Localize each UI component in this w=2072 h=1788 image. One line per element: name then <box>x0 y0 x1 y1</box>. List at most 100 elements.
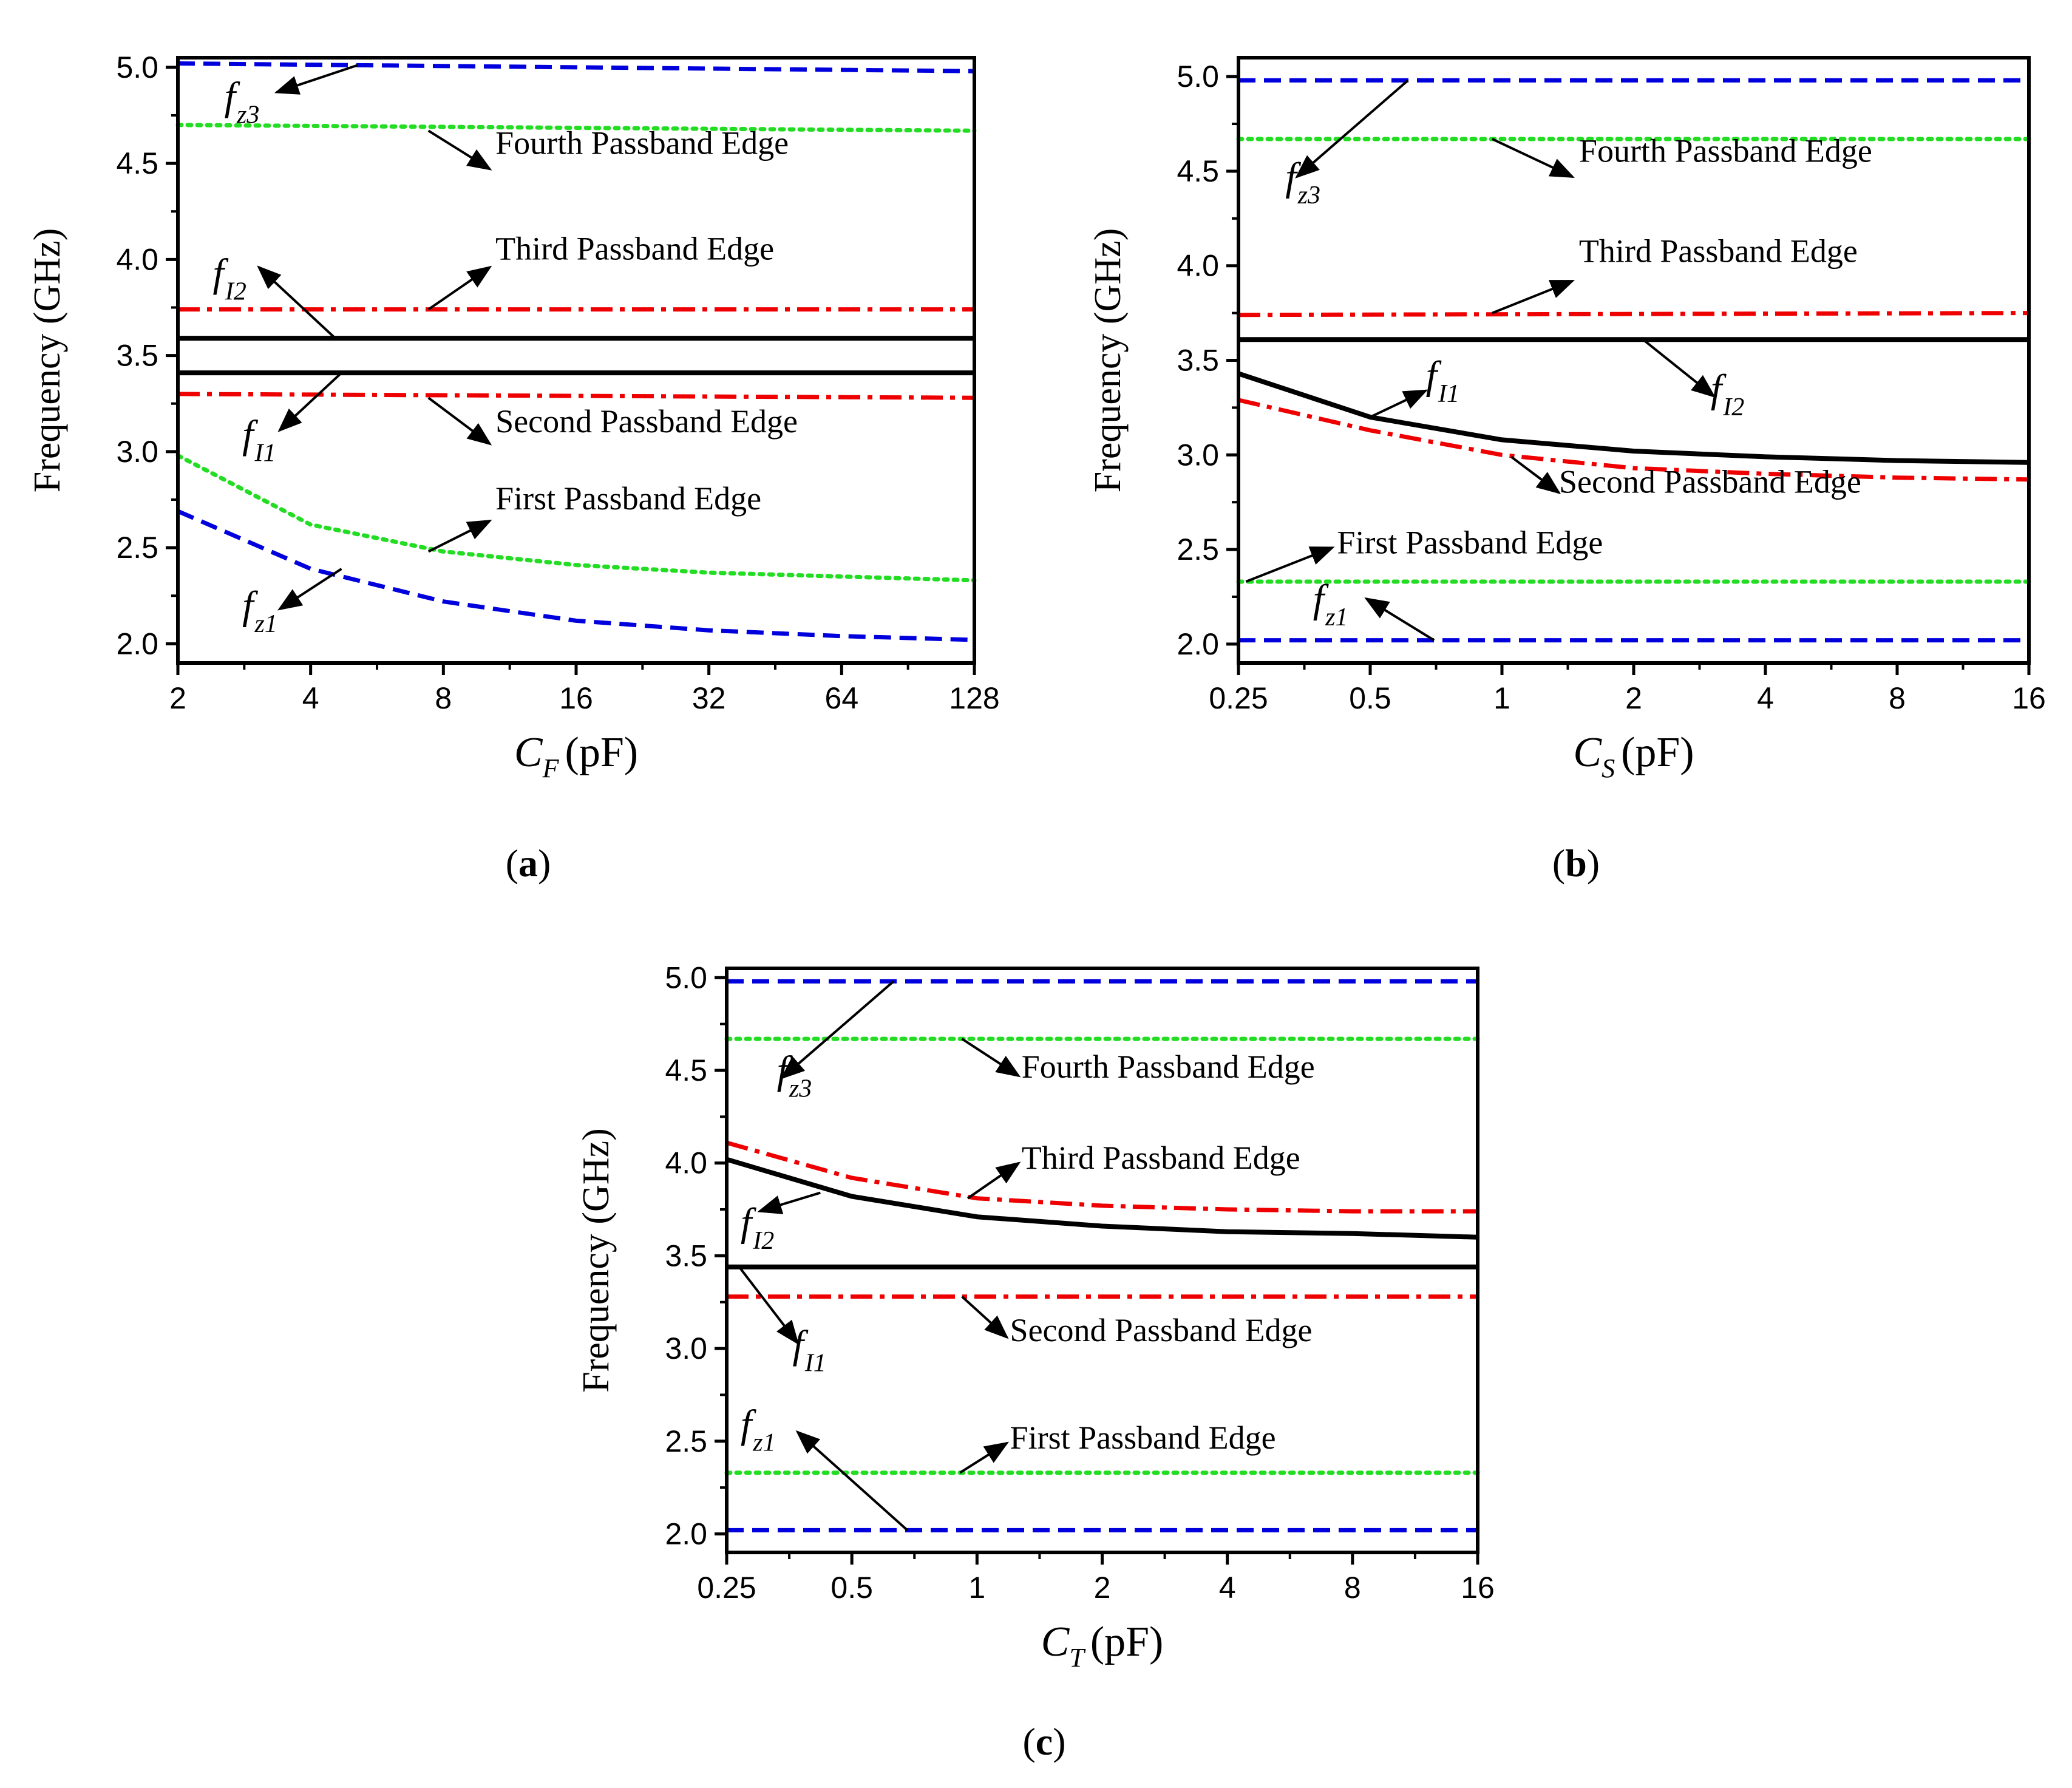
annotation-arrow <box>795 1430 908 1531</box>
x-axis-subscript: F <box>542 753 560 783</box>
y-tick-label: 3.5 <box>1177 344 1219 378</box>
chart-panel-c: 0.25 0.5 1 2 4 8 16 2.0 2.5 3.0 3.5 4.0 4.5 5.0 Freque… <box>576 960 1495 1763</box>
y-tick-label: 2.0 <box>116 627 158 661</box>
panel-label-close: ) <box>1587 841 1600 885</box>
y-tick-label: 4.0 <box>665 1146 707 1180</box>
y-axis-label: Frequency (GHz) <box>1087 228 1129 493</box>
x-axis-label: CS (pF) <box>1573 729 1694 783</box>
x-axis-subscript: T <box>1069 1643 1086 1673</box>
y-tick-label: 3.0 <box>1177 438 1219 472</box>
x-tick-label: 2 <box>169 681 186 715</box>
x-axis-unit: (pF) <box>565 729 639 776</box>
panel-label-letter: b <box>1565 841 1587 885</box>
annotation-arrow <box>961 1296 1009 1339</box>
annotation-symbol: fI1 <box>792 1322 826 1377</box>
x-tick-label: 4 <box>1757 681 1774 715</box>
panel-label: (a) <box>506 841 551 885</box>
x-axis-subscript: S <box>1602 753 1615 783</box>
y-axis-label: Frequency (GHz) <box>576 1128 617 1393</box>
x-axis-symbol: C <box>1041 1619 1070 1665</box>
panel-label-letter: a <box>518 841 538 885</box>
series-line-second-passband-edge <box>177 392 975 400</box>
panel-label-close: ) <box>1053 1720 1065 1763</box>
symbol-subscript: I1 <box>1438 380 1459 408</box>
annotations: Fourth Passband Edge Third Passband Edge S… <box>739 980 1315 1531</box>
annotation-symbol: fI2 <box>1711 367 1744 421</box>
x-tick-label: 1 <box>1493 681 1510 715</box>
annotation-symbol: fz3 <box>225 74 260 129</box>
annotation-label: Second Passband Edge <box>495 403 798 440</box>
series-line-fi2 <box>725 1157 1478 1240</box>
annotation-label: First Passband Edge <box>1337 524 1603 560</box>
x-tick-label: 2 <box>1094 1571 1111 1605</box>
annotation-label: Second Passband Edge <box>1010 1312 1313 1348</box>
x-axis-symbol: C <box>1573 729 1602 776</box>
annotation-arrow <box>274 64 358 95</box>
series-line-fourth-passband-edge <box>175 123 977 133</box>
annotation-arrow <box>427 519 492 553</box>
series-line-first-passband-edge <box>175 453 977 583</box>
x-tick-label: 4 <box>1219 1571 1236 1605</box>
series-group <box>724 979 1480 1532</box>
annotation-arrow <box>1364 597 1435 642</box>
annotation-label: Third Passband Edge <box>1579 233 1858 269</box>
panel-label-open: ( <box>1552 841 1565 885</box>
annotation-arrow <box>1510 455 1561 494</box>
annotation-arrow <box>1370 389 1428 418</box>
annotation-arrow <box>1295 79 1409 178</box>
annotation-arrow <box>959 1441 1009 1474</box>
annotation-arrow <box>739 1268 800 1345</box>
x-tick-label: 64 <box>825 681 859 715</box>
panel-label: (c) <box>1022 1720 1065 1763</box>
panel-label-open: ( <box>1022 1720 1035 1763</box>
y-tick-label: 3.5 <box>116 339 158 373</box>
x-tick-label: 4 <box>302 681 319 715</box>
annotation-arrow <box>966 1161 1021 1200</box>
annotation-label: Fourth Passband Edge <box>1579 132 1872 169</box>
x-tick-label: 0.5 <box>1349 681 1391 715</box>
series-group <box>1236 78 2031 643</box>
annotation-symbol: fI1 <box>242 413 276 467</box>
y-tick-label: 2.0 <box>1177 627 1219 661</box>
x-tick-label: 0.25 <box>697 1571 756 1605</box>
annotation-label: Third Passband Edge <box>495 230 774 267</box>
annotation-label: Fourth Passband Edge <box>1022 1049 1315 1085</box>
symbol-subscript: z1 <box>1325 603 1348 631</box>
annotations: Fourth Passband Edge Third Passband Edge S… <box>213 64 798 638</box>
annotation-arrow <box>277 568 342 611</box>
symbol-subscript: I2 <box>752 1227 774 1255</box>
y-tick-label: 2.5 <box>1177 532 1219 566</box>
annotation-label: First Passband Edge <box>495 480 761 517</box>
annotation-arrow <box>961 1038 1021 1078</box>
y-tick-label: 2.5 <box>665 1424 707 1458</box>
annotation-label: Fourth Passband Edge <box>495 124 789 161</box>
annotation-arrow <box>757 1191 821 1214</box>
x-tick-label: 2 <box>1625 681 1642 715</box>
x-axis-unit: (pF) <box>1621 729 1694 776</box>
x-tick-label: 8 <box>1344 1571 1361 1605</box>
annotation-symbol: fz1 <box>1313 577 1348 631</box>
y-tick-label: 3.5 <box>665 1239 707 1273</box>
series-line-fz3 <box>177 61 975 73</box>
x-tick-label: 8 <box>1889 681 1906 715</box>
x-tick-label: 32 <box>692 681 726 715</box>
y-tick-label: 2.5 <box>116 531 158 565</box>
annotation-arrow <box>1492 138 1575 178</box>
panel-label-letter: c <box>1036 1720 1053 1763</box>
y-tick-label: 4.5 <box>1177 154 1219 188</box>
series-line-third-passband-edge <box>1238 311 2030 318</box>
x-tick-label: 1 <box>968 1571 985 1605</box>
x-axis-symbol: C <box>514 729 543 776</box>
series-line-fi1 <box>1237 371 2030 465</box>
y-tick-label: 3.0 <box>665 1331 707 1365</box>
x-axis-label: CT (pF) <box>1041 1619 1164 1673</box>
panel-label-open: ( <box>506 841 518 885</box>
annotations: Fourth Passband Edge Third Passband Edge S… <box>1245 79 1872 642</box>
series-line-fz1 <box>177 509 975 642</box>
symbol-subscript: I1 <box>254 440 276 467</box>
series-line-second-passband-edge <box>1238 398 2030 482</box>
annotation-symbol: fz1 <box>242 583 277 638</box>
annotation-symbol: fI2 <box>213 251 246 306</box>
annotation-label: First Passband Edge <box>1010 1419 1276 1456</box>
series-group <box>175 61 977 642</box>
